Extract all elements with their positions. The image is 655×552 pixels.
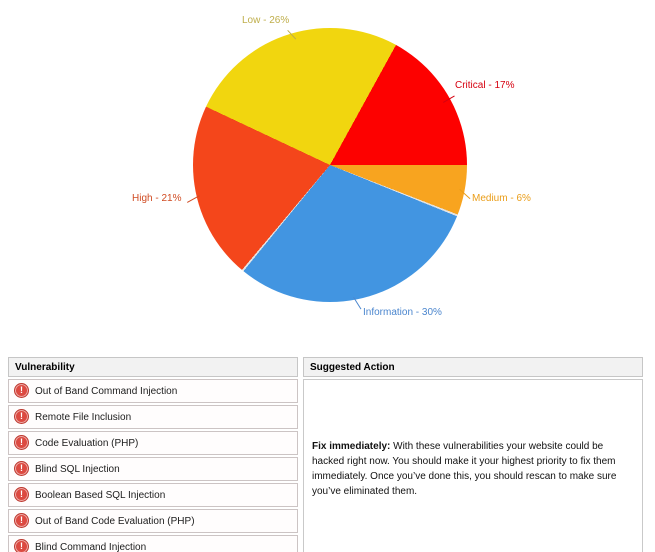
vulnerability-row: ! Blind Command Injection [8, 535, 643, 552]
vulnerability-name: Code Evaluation (PHP) [35, 437, 139, 449]
critical-severity-icon: ! [14, 434, 29, 450]
column-header-suggested-action: Suggested Action [303, 357, 643, 377]
vulnerability-name: Blind SQL Injection [35, 463, 120, 475]
critical-severity-icon: ! [14, 460, 29, 476]
vulnerability-row: ! Boolean Based SQL Injection [8, 483, 643, 507]
pie-label-information: Information - 30% [363, 307, 442, 318]
critical-severity-icon: ! [14, 382, 29, 398]
vulnerability-row: ! Out of Band Code Evaluation (PHP) [8, 509, 643, 533]
vulnerability-cell: ! Blind SQL Injection [8, 457, 298, 481]
suggested-action-cell: Fix immediately: With these vulnerabilit… [303, 379, 643, 552]
fix-immediately-lead: Fix immediately: [312, 441, 391, 452]
fix-immediately-text: With these vulnerabilities your website … [312, 441, 617, 497]
vulnerability-cell: ! Out of Band Command Injection [8, 379, 298, 403]
pie [193, 28, 467, 302]
critical-severity-icon: ! [14, 408, 29, 424]
pie-label-high: High - 21% [132, 193, 182, 204]
critical-severity-icon: ! [14, 538, 29, 552]
vulnerability-name: Blind Command Injection [35, 541, 147, 552]
pie-label-critical: Critical - 17% [455, 80, 515, 91]
critical-severity-icon: ! [14, 486, 29, 502]
vulnerability-name: Remote File Inclusion [35, 411, 132, 423]
critical-severity-icon: ! [14, 512, 29, 528]
vulnerability-row: ! Out of Band Command Injection Fix immedi… [8, 379, 643, 552]
vulnerability-name: Boolean Based SQL Injection [35, 489, 166, 501]
vulnerability-cell: ! Code Evaluation (PHP) [8, 431, 298, 455]
pie-label-medium: Medium - 6% [472, 193, 531, 204]
vulnerability-name: Out of Band Code Evaluation (PHP) [35, 515, 195, 527]
vulnerability-row: ! Blind SQL Injection [8, 457, 643, 481]
vulnerability-cell: ! Blind Command Injection [8, 535, 298, 552]
vulnerability-cell: ! Boolean Based SQL Injection [8, 483, 298, 507]
vulnerability-row: ! Code Evaluation (PHP) [8, 431, 643, 455]
vulnerability-row: ! Remote File Inclusion [8, 405, 643, 429]
vulnerability-table: Vulnerability Suggested Action ! Out of B… [3, 355, 648, 552]
pie-label-low: Low - 26% [242, 15, 290, 26]
column-header-vulnerability: Vulnerability [8, 357, 298, 377]
vulnerability-name: Out of Band Command Injection [35, 385, 178, 397]
vulnerability-cell: ! Out of Band Code Evaluation (PHP) [8, 509, 298, 533]
vulnerability-cell: ! Remote File Inclusion [8, 405, 298, 429]
